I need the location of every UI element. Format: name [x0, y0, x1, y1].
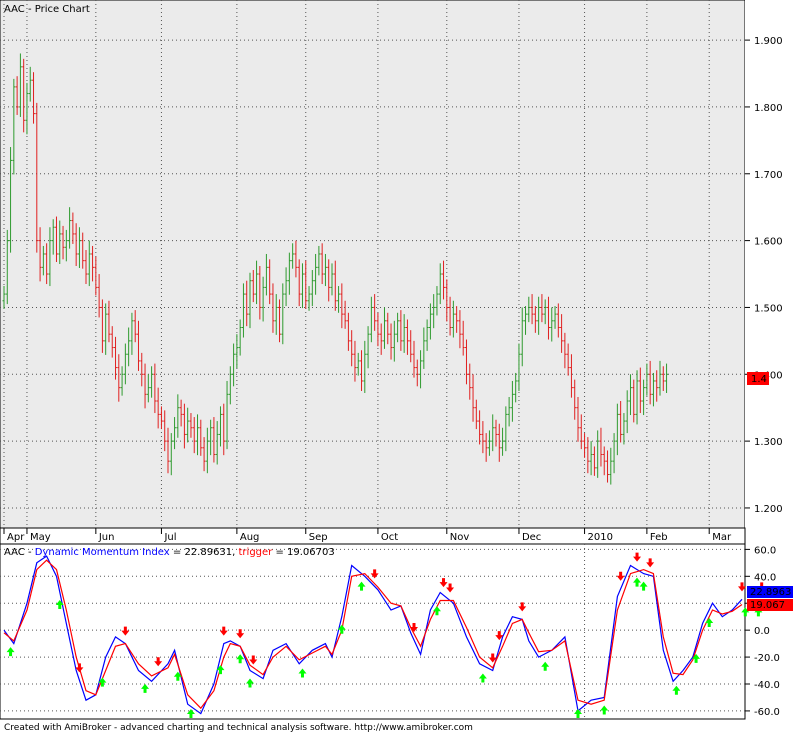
price-panel-title: AAC - Price Chart [4, 4, 90, 15]
buy-arrow [541, 661, 550, 671]
sell-arrow [154, 657, 163, 667]
month-label: Dec [522, 532, 541, 543]
price-bars [2, 53, 669, 485]
trigger-value-text: = 19.06703 [272, 547, 334, 558]
buy-arrow [600, 705, 609, 715]
price-tick-label: 1.800 [754, 103, 783, 114]
trigger-last-value-label: 19.067 [750, 600, 785, 611]
month-axis: Apr May Jun Jul Aug Sep Oct Nov Dec 2010 Feb Mar [3, 528, 732, 543]
indicator-tick-label: 40.0 [754, 572, 776, 583]
sell-arrow [488, 653, 497, 663]
sell-arrow [633, 552, 642, 562]
dmi-last-value-label: 22.8963 [750, 587, 791, 598]
buy-arrow [639, 581, 648, 591]
dmi-value-text: = 22.89631, [170, 547, 239, 558]
sell-arrow [236, 629, 245, 639]
month-label: Mar [712, 532, 732, 543]
buy-arrow [55, 600, 64, 610]
buy-arrow [672, 685, 681, 695]
month-label: Oct [381, 532, 398, 543]
month-label: Apr [7, 532, 25, 543]
buy-arrow [6, 647, 15, 657]
month-label: Nov [450, 532, 470, 543]
price-tick-label: 1.600 [754, 237, 783, 248]
indicator-tick-label: 60.0 [754, 545, 776, 556]
buy-arrow [432, 606, 441, 616]
month-label: Jul [163, 532, 176, 543]
buy-arrow [246, 678, 254, 688]
month-label: Feb [650, 532, 668, 543]
footer-credit: Created with AmiBroker - advanced charti… [4, 723, 473, 733]
sell-arrow [646, 558, 655, 568]
buy-arrow [633, 577, 642, 587]
price-panel [0, 0, 746, 529]
price-tick-label: 1.200 [754, 504, 783, 515]
sell-arrow [446, 583, 455, 593]
indicator-panel [0, 543, 746, 720]
buy-arrow [236, 654, 245, 664]
buy-arrow [98, 677, 107, 687]
buy-arrow [692, 653, 701, 663]
dmi-last-value-marker [747, 586, 793, 598]
sell-arrow [370, 569, 379, 579]
dmi-series-name: Dynamic Momentum Index [35, 547, 170, 558]
price-tick-label: 1.700 [754, 170, 783, 181]
sell-arrow [249, 655, 258, 665]
price-tick-label: 1.500 [754, 303, 783, 314]
indicator-tick-label: -20.0 [754, 653, 780, 664]
indicator-title-prefix: AAC - [4, 547, 35, 558]
price-tick-label: 1.300 [754, 437, 783, 448]
sell-arrow [219, 626, 228, 636]
buy-arrow [574, 709, 582, 718]
indicator-lines [3, 555, 743, 715]
price-last-value-marker [747, 372, 769, 385]
buy-arrow [141, 683, 150, 693]
sell-arrow [738, 582, 746, 592]
month-label: May [30, 532, 51, 543]
price-tick-label: 1.900 [754, 36, 783, 47]
buy-arrow [216, 665, 225, 675]
price-axis-area [745, 0, 800, 528]
dmi-series-line [3, 555, 743, 715]
indicator-y-axis: 60.040.020.00.0-20.0-40.0-60.0 [745, 545, 780, 718]
indicator-panel-title: AAC - Dynamic Momentum Index = 22.89631,… [4, 547, 335, 558]
sell-arrow [518, 602, 527, 612]
month-label: Jun [98, 532, 115, 543]
sell-arrow [410, 623, 418, 633]
month-label: Aug [240, 532, 260, 543]
trigger-series-name: trigger [239, 547, 274, 558]
sell-arrow [495, 631, 504, 641]
sell-arrow [439, 578, 448, 588]
month-label: 2010 [588, 532, 613, 543]
buy-arrow [173, 671, 182, 681]
indicator-tick-label: 0.0 [754, 626, 770, 637]
sell-arrow [75, 663, 84, 673]
buy-arrow [754, 607, 763, 617]
buy-arrow [186, 709, 195, 718]
sell-arrow [616, 571, 625, 581]
buy-arrow [298, 668, 307, 678]
month-label: Sep [309, 532, 328, 543]
buy-arrow [337, 624, 346, 634]
buy-arrow [357, 581, 366, 591]
indicator-tick-label: -60.0 [754, 707, 780, 718]
price-last-value-label: 1.4 [751, 374, 767, 385]
trigger-series-line [3, 559, 743, 710]
buy-arrow [478, 673, 487, 683]
buy-arrow [705, 617, 714, 627]
sell-arrow [121, 626, 130, 636]
buy-arrow [741, 607, 750, 617]
trigger-last-value-marker [747, 599, 793, 611]
indicator-tick-label: -40.0 [754, 680, 780, 691]
